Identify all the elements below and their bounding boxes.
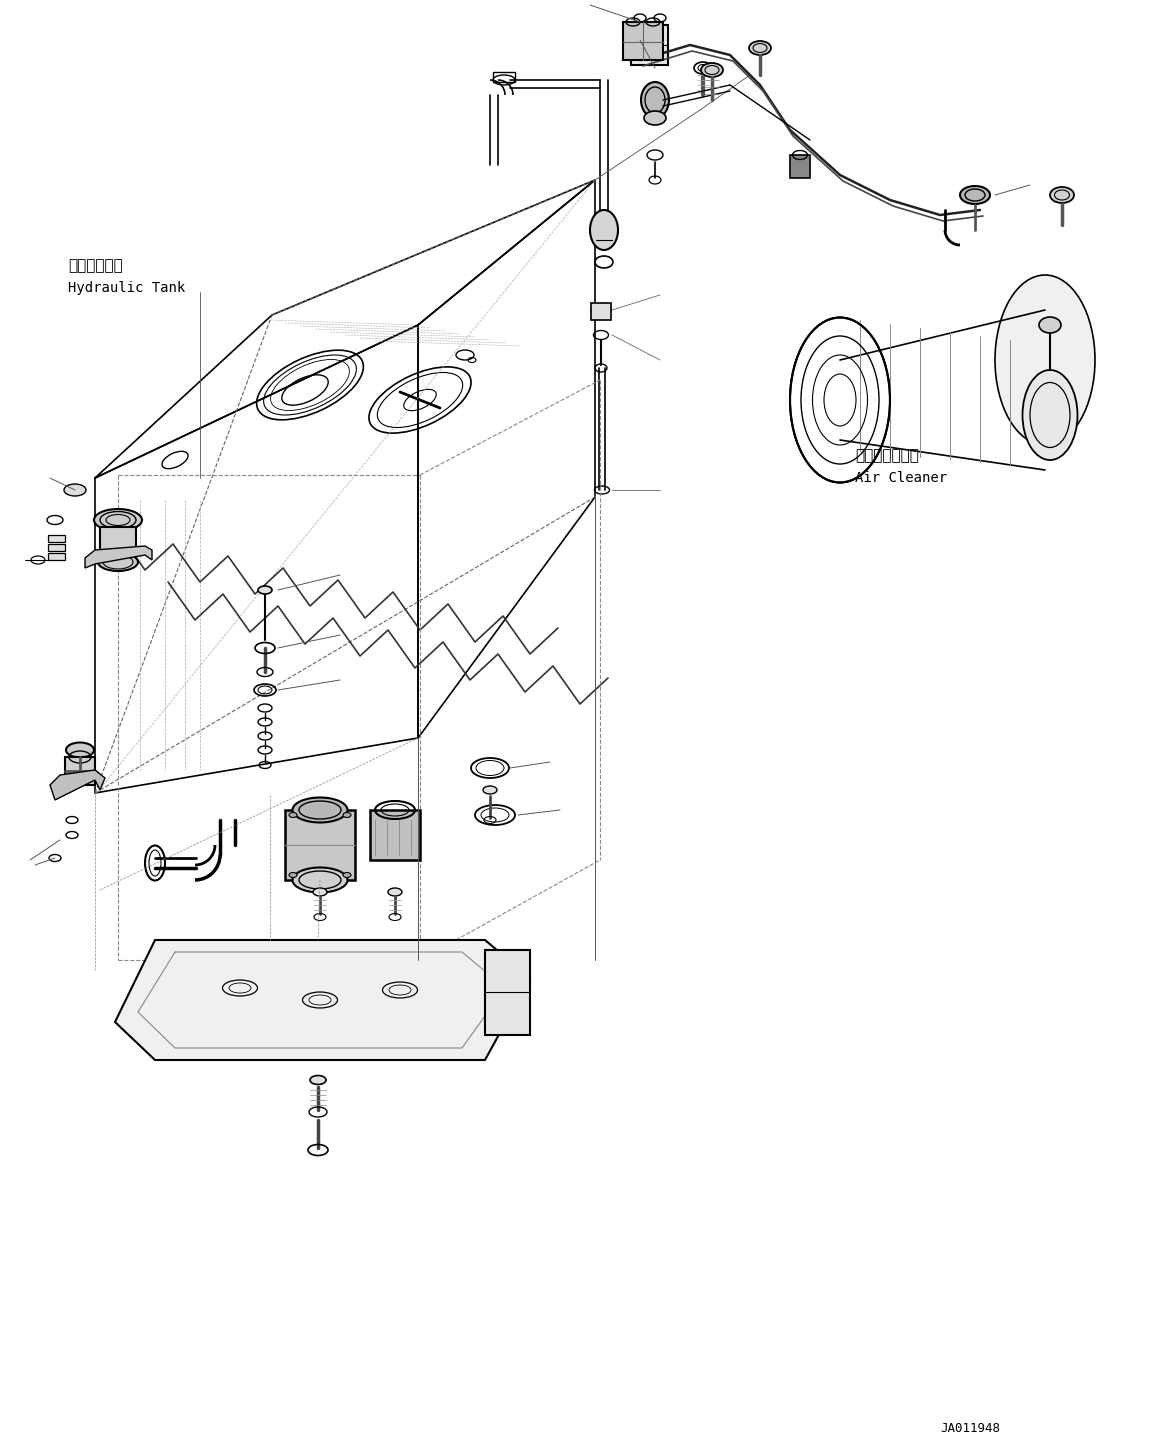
Text: Air Cleaner: Air Cleaner xyxy=(855,470,947,485)
Ellipse shape xyxy=(1022,370,1077,460)
Ellipse shape xyxy=(98,553,138,571)
Ellipse shape xyxy=(313,889,327,896)
Polygon shape xyxy=(115,939,529,1060)
Ellipse shape xyxy=(645,110,666,125)
Bar xyxy=(623,22,663,60)
Polygon shape xyxy=(49,770,105,800)
Ellipse shape xyxy=(388,889,402,896)
Ellipse shape xyxy=(66,742,94,758)
Text: エアークリーナ: エアークリーナ xyxy=(855,449,918,463)
Ellipse shape xyxy=(289,873,297,877)
Text: 作動油タンク: 作動油タンク xyxy=(68,258,123,273)
Ellipse shape xyxy=(292,797,348,822)
Bar xyxy=(790,155,810,179)
Text: Hydraulic Tank: Hydraulic Tank xyxy=(68,282,185,295)
Bar xyxy=(369,810,420,860)
Ellipse shape xyxy=(749,41,771,55)
Ellipse shape xyxy=(64,484,86,497)
Ellipse shape xyxy=(289,813,297,817)
Ellipse shape xyxy=(994,274,1095,444)
Bar xyxy=(485,950,529,1035)
Bar xyxy=(493,73,514,81)
Ellipse shape xyxy=(1050,187,1074,203)
Ellipse shape xyxy=(343,873,351,877)
Text: JA011948: JA011948 xyxy=(940,1422,1000,1435)
Ellipse shape xyxy=(590,211,618,250)
Bar xyxy=(285,810,355,880)
Bar xyxy=(100,527,136,560)
Bar xyxy=(48,544,64,550)
Ellipse shape xyxy=(641,81,669,118)
Ellipse shape xyxy=(960,186,990,203)
Ellipse shape xyxy=(1039,317,1061,333)
Ellipse shape xyxy=(343,813,351,817)
Bar xyxy=(631,25,668,65)
Ellipse shape xyxy=(94,510,142,531)
Bar xyxy=(48,534,64,542)
Ellipse shape xyxy=(292,867,348,893)
Bar xyxy=(64,756,96,786)
Ellipse shape xyxy=(310,1076,326,1085)
Polygon shape xyxy=(85,546,152,568)
Ellipse shape xyxy=(483,786,497,794)
Ellipse shape xyxy=(258,587,272,594)
Bar xyxy=(590,303,611,319)
Bar xyxy=(48,553,64,560)
Ellipse shape xyxy=(701,62,723,77)
